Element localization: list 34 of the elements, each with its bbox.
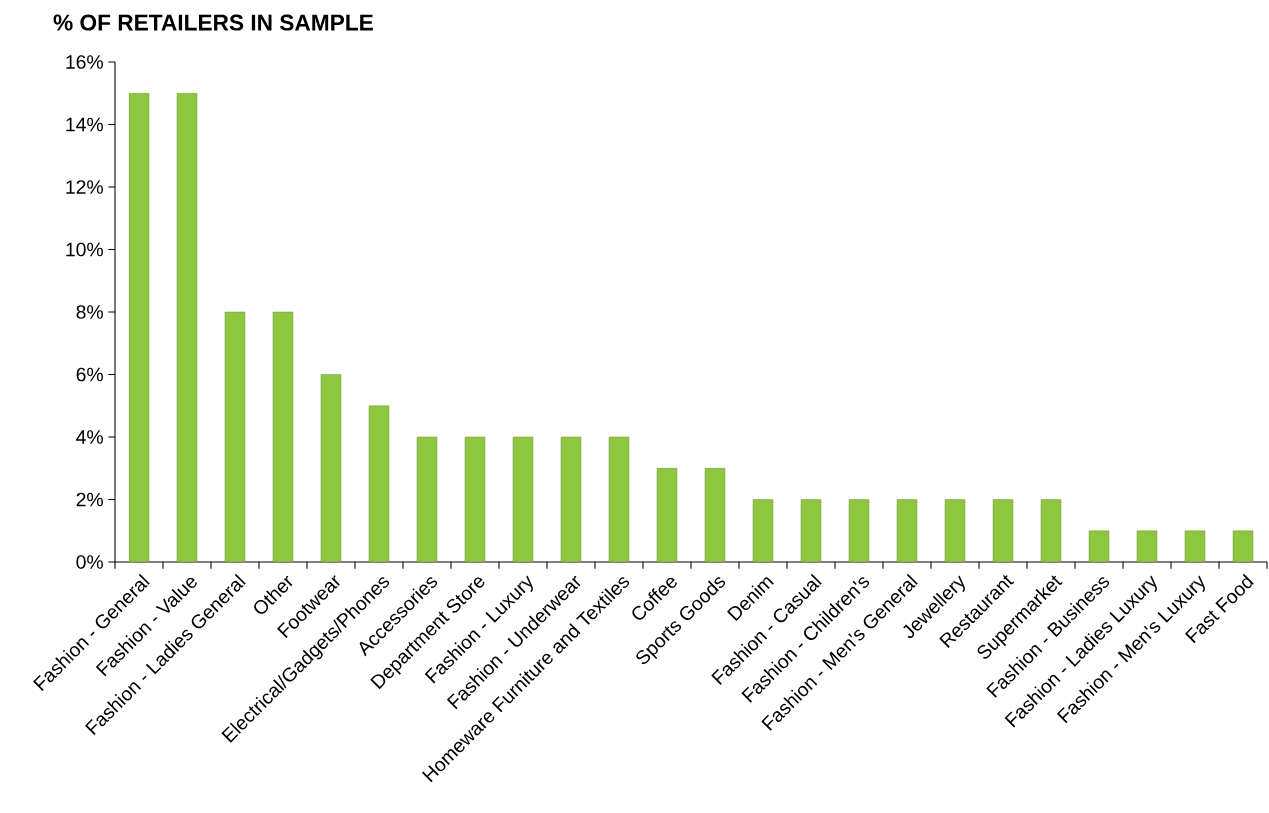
bar xyxy=(800,499,822,562)
bar xyxy=(608,436,630,562)
y-tick-label: 12% xyxy=(66,180,103,194)
bar xyxy=(1088,530,1110,562)
chart-title: % OF RETAILERS IN SAMPLE xyxy=(53,14,373,31)
bar xyxy=(320,374,342,562)
bar xyxy=(752,499,774,562)
bar xyxy=(368,405,390,562)
y-tick-label: 8% xyxy=(76,305,103,319)
bar xyxy=(416,436,438,562)
bar xyxy=(1136,530,1158,562)
y-tick-label: 4% xyxy=(76,430,103,444)
bar xyxy=(464,436,486,562)
bar xyxy=(656,468,678,562)
bar xyxy=(848,499,870,562)
bar xyxy=(896,499,918,562)
bar xyxy=(992,499,1014,562)
bar xyxy=(128,93,150,562)
bar xyxy=(224,311,246,562)
bar xyxy=(1040,499,1062,562)
bar xyxy=(944,499,966,562)
bar xyxy=(272,311,294,562)
bar xyxy=(176,93,198,562)
bar xyxy=(704,468,726,562)
y-tick-label: 2% xyxy=(76,492,103,507)
y-tick-label: 14% xyxy=(66,117,103,132)
y-tick-label: 10% xyxy=(66,242,103,257)
bar xyxy=(1232,530,1254,562)
bar xyxy=(512,436,534,562)
y-tick-label: 6% xyxy=(76,367,103,382)
bar xyxy=(560,436,582,562)
bar xyxy=(1184,530,1206,562)
y-tick-label: 16% xyxy=(66,55,103,69)
y-tick-label: 0% xyxy=(76,555,103,569)
